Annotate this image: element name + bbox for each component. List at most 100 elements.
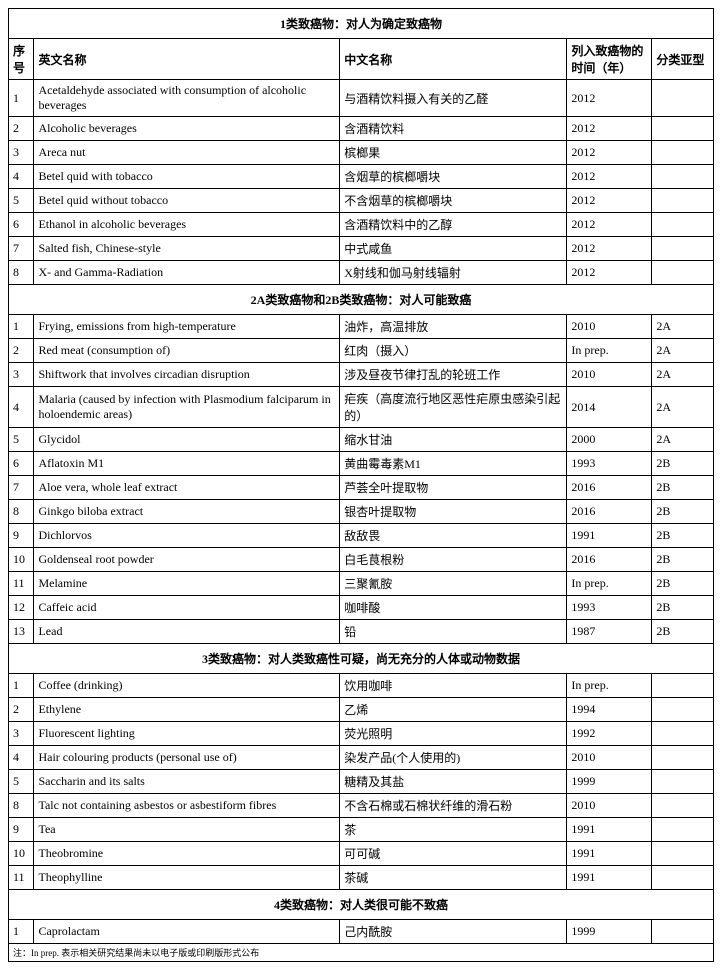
cell-year: 2000 bbox=[567, 428, 652, 452]
cell-year: 1992 bbox=[567, 722, 652, 746]
cell-year: 2012 bbox=[567, 117, 652, 141]
cell-en: Alcoholic beverages bbox=[34, 117, 340, 141]
cell-en: Saccharin and its salts bbox=[34, 770, 340, 794]
table-row: 13Lead铅19872B bbox=[9, 620, 714, 644]
cell-num: 6 bbox=[9, 452, 34, 476]
cell-en: Dichlorvos bbox=[34, 524, 340, 548]
cell-en: Glycidol bbox=[34, 428, 340, 452]
cell-subtype bbox=[652, 165, 714, 189]
section-header: 2A类致癌物和2B类致癌物：对人可能致癌 bbox=[9, 285, 714, 315]
cell-cn: 缩水甘油 bbox=[340, 428, 567, 452]
cell-subtype bbox=[652, 866, 714, 890]
cell-num: 8 bbox=[9, 261, 34, 285]
cell-num: 1 bbox=[9, 80, 34, 117]
cell-subtype bbox=[652, 746, 714, 770]
cell-num: 3 bbox=[9, 141, 34, 165]
cell-cn: X射线和伽马射线辐射 bbox=[340, 261, 567, 285]
cell-num: 4 bbox=[9, 746, 34, 770]
table-row: 8Ginkgo biloba extract银杏叶提取物20162B bbox=[9, 500, 714, 524]
section-header: 3类致癌物：对人类致癌性可疑，尚无充分的人体或动物数据 bbox=[9, 644, 714, 674]
cell-en: Talc not containing asbestos or asbestif… bbox=[34, 794, 340, 818]
cell-en: Theophylline bbox=[34, 866, 340, 890]
cell-num: 10 bbox=[9, 842, 34, 866]
cell-en: Lead bbox=[34, 620, 340, 644]
cell-num: 2 bbox=[9, 339, 34, 363]
table-row: 8Talc not containing asbestos or asbesti… bbox=[9, 794, 714, 818]
footnote-row: 注：In prep. 表示相关研究结果尚未以电子版或印刷版形式公布 bbox=[9, 944, 714, 962]
cell-en: Frying, emissions from high-temperature bbox=[34, 315, 340, 339]
table-row: 3Shiftwork that involves circadian disru… bbox=[9, 363, 714, 387]
cell-subtype: 2A bbox=[652, 315, 714, 339]
cell-subtype: 2B bbox=[652, 596, 714, 620]
table-row: 7Salted fish, Chinese-style中式咸鱼2012 bbox=[9, 237, 714, 261]
cell-subtype bbox=[652, 80, 714, 117]
cell-year: 2012 bbox=[567, 165, 652, 189]
column-header-row: 序号英文名称中文名称列入致癌物的时间（年）分类亚型 bbox=[9, 39, 714, 80]
cell-subtype bbox=[652, 117, 714, 141]
cell-subtype: 2A bbox=[652, 387, 714, 428]
cell-subtype: 2B bbox=[652, 548, 714, 572]
cell-subtype: 2B bbox=[652, 500, 714, 524]
cell-cn: 茶 bbox=[340, 818, 567, 842]
table-row: 3Fluorescent lighting荧光照明1992 bbox=[9, 722, 714, 746]
cell-year: 1993 bbox=[567, 452, 652, 476]
cell-year: 2012 bbox=[567, 80, 652, 117]
cell-en: Areca nut bbox=[34, 141, 340, 165]
cell-year: 2012 bbox=[567, 189, 652, 213]
cell-cn: 己内酰胺 bbox=[340, 920, 567, 944]
cell-subtype bbox=[652, 770, 714, 794]
cell-en: X- and Gamma-Radiation bbox=[34, 261, 340, 285]
table-row: 8X- and Gamma-RadiationX射线和伽马射线辐射2012 bbox=[9, 261, 714, 285]
table-row: 1Coffee (drinking)饮用咖啡In prep. bbox=[9, 674, 714, 698]
header-year: 列入致癌物的时间（年） bbox=[567, 39, 652, 80]
cell-en: Fluorescent lighting bbox=[34, 722, 340, 746]
cell-num: 5 bbox=[9, 770, 34, 794]
cell-year: 2010 bbox=[567, 315, 652, 339]
table-row: 2Ethylene乙烯1994 bbox=[9, 698, 714, 722]
cell-year: In prep. bbox=[567, 572, 652, 596]
cell-en: Hair colouring products (personal use of… bbox=[34, 746, 340, 770]
cell-num: 3 bbox=[9, 363, 34, 387]
cell-subtype bbox=[652, 141, 714, 165]
cell-year: 2010 bbox=[567, 363, 652, 387]
cell-year: 2012 bbox=[567, 213, 652, 237]
cell-en: Tea bbox=[34, 818, 340, 842]
cell-year: 2016 bbox=[567, 476, 652, 500]
cell-en: Red meat (consumption of) bbox=[34, 339, 340, 363]
cell-year: 2012 bbox=[567, 237, 652, 261]
cell-num: 9 bbox=[9, 818, 34, 842]
cell-year: 1991 bbox=[567, 524, 652, 548]
cell-en: Betel quid with tobacco bbox=[34, 165, 340, 189]
cell-subtype: 2B bbox=[652, 572, 714, 596]
cell-cn: 含烟草的槟榔嚼块 bbox=[340, 165, 567, 189]
section-header: 4类致癌物：对人类很可能不致癌 bbox=[9, 890, 714, 920]
table-row: 11Theophylline茶碱1991 bbox=[9, 866, 714, 890]
table-row: 1Frying, emissions from high-temperature… bbox=[9, 315, 714, 339]
cell-cn: 不含烟草的槟榔嚼块 bbox=[340, 189, 567, 213]
cell-cn: 三聚氰胺 bbox=[340, 572, 567, 596]
cell-en: Coffee (drinking) bbox=[34, 674, 340, 698]
cell-year: 1991 bbox=[567, 866, 652, 890]
cell-en: Betel quid without tobacco bbox=[34, 189, 340, 213]
header-num: 序号 bbox=[9, 39, 34, 80]
cell-cn: 铅 bbox=[340, 620, 567, 644]
table-row: 2Red meat (consumption of)红肉（摄入）In prep.… bbox=[9, 339, 714, 363]
table-row: 10Theobromine可可碱1991 bbox=[9, 842, 714, 866]
table-row: 10Goldenseal root powder白毛茛根粉20162B bbox=[9, 548, 714, 572]
cell-cn: 茶碱 bbox=[340, 866, 567, 890]
cell-subtype: 2A bbox=[652, 339, 714, 363]
cell-year: In prep. bbox=[567, 339, 652, 363]
table-row: 7Aloe vera, whole leaf extract芦荟全叶提取物201… bbox=[9, 476, 714, 500]
cell-num: 1 bbox=[9, 920, 34, 944]
cell-cn: 涉及昼夜节律打乱的轮班工作 bbox=[340, 363, 567, 387]
cell-subtype bbox=[652, 213, 714, 237]
cell-subtype bbox=[652, 794, 714, 818]
table-row: 9Dichlorvos敌敌畏19912B bbox=[9, 524, 714, 548]
cell-en: Theobromine bbox=[34, 842, 340, 866]
table-row: 9Tea茶1991 bbox=[9, 818, 714, 842]
cell-year: 2010 bbox=[567, 746, 652, 770]
cell-cn: 银杏叶提取物 bbox=[340, 500, 567, 524]
cell-num: 10 bbox=[9, 548, 34, 572]
cell-year: In prep. bbox=[567, 674, 652, 698]
cell-year: 1993 bbox=[567, 596, 652, 620]
